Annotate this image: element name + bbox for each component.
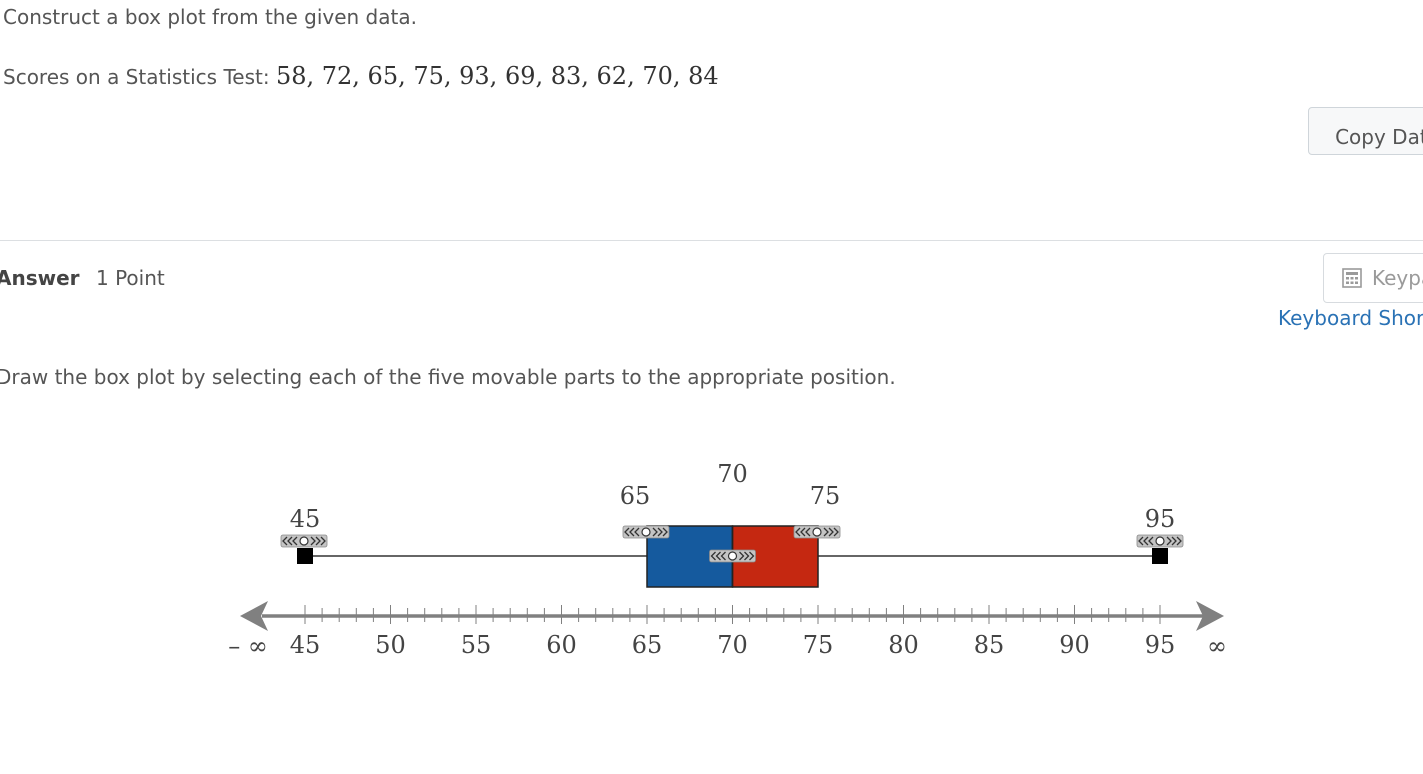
chevron-left-icon: [1138, 536, 1144, 546]
chevron-left-icon: [710, 551, 716, 561]
median-drag-handle[interactable]: [709, 549, 756, 563]
points-label: 1 Point: [96, 266, 165, 290]
chevron-right-icon: [657, 527, 663, 537]
chevron-right-icon: [662, 527, 668, 537]
copy-data-button[interactable]: Copy Data: [1308, 107, 1423, 155]
instruction-text: Draw the box plot by selecting each of t…: [0, 365, 896, 389]
data-line: Scores on a Statistics Test: 58, 72, 65,…: [3, 62, 719, 90]
axis-tick-label: 55: [461, 631, 492, 659]
axis-tick-label: 60: [546, 631, 577, 659]
drag-handle-knob: [641, 527, 651, 537]
axis-tick-label: 75: [803, 631, 834, 659]
answer-heading: Answer: [0, 266, 80, 290]
max-value-label: 95: [1145, 505, 1176, 533]
axis-tick-label: 70: [717, 631, 748, 659]
chevron-left-icon: [292, 536, 298, 546]
axis-tick-label: 45: [290, 631, 321, 659]
axis-tick-label: 85: [974, 631, 1005, 659]
chevron-left-icon: [1143, 536, 1149, 546]
pos-infinity-label: ∞: [1207, 632, 1227, 660]
drag-handle-knob: [299, 536, 309, 546]
chevron-left-icon: [720, 551, 726, 561]
box-plot-graph[interactable]: 45 50 55 60 65 70 75 80 85 90 95 – ∞ ∞ 45 65 70 75 95: [0, 440, 1423, 680]
chevron-left-icon: [282, 536, 288, 546]
keypad-button[interactable]: Keypad: [1323, 253, 1423, 303]
chevron-right-icon: [1166, 536, 1172, 546]
chevron-left-icon: [287, 536, 293, 546]
drag-handle-knob: [1155, 536, 1165, 546]
data-label: Scores on a Statistics Test:: [3, 65, 270, 89]
question-prompt: Construct a box plot from the given data…: [3, 5, 417, 29]
chevron-right-icon: [744, 551, 750, 561]
min-drag-handle[interactable]: [280, 534, 328, 548]
axis-tick-label: 95: [1145, 631, 1176, 659]
max-marker[interactable]: [1152, 548, 1168, 564]
axis-tick-label: 65: [632, 631, 663, 659]
chevron-left-icon: [624, 527, 630, 537]
keyboard-shortcuts-link[interactable]: Keyboard Shortcuts: [1278, 306, 1423, 330]
axis-tick-label: 80: [888, 631, 919, 659]
chevron-right-icon: [749, 551, 755, 561]
section-divider: [0, 240, 1423, 241]
chevron-right-icon: [320, 536, 326, 546]
axis-tick-label: 90: [1059, 631, 1090, 659]
arrow-left-icon: [240, 601, 268, 631]
q3-drag-handle[interactable]: [793, 525, 841, 539]
drag-handle-knob: [727, 551, 738, 561]
chevron-right-icon: [1171, 536, 1177, 546]
drag-handle-knob: [812, 527, 822, 537]
chevron-right-icon: [828, 527, 834, 537]
chevron-left-icon: [800, 527, 806, 537]
chevron-right-icon: [823, 527, 829, 537]
chevron-left-icon: [634, 527, 640, 537]
chevron-right-icon: [739, 551, 745, 561]
keypad-label: Keypad: [1372, 266, 1423, 290]
max-drag-handle[interactable]: [1136, 534, 1184, 548]
chevron-left-icon: [805, 527, 811, 537]
chevron-left-icon: [629, 527, 635, 537]
q1-value-label: 65: [620, 482, 651, 510]
chevron-right-icon: [652, 527, 658, 537]
chevron-left-icon: [795, 527, 801, 537]
calculator-icon: [1342, 268, 1362, 293]
chevron-right-icon: [833, 527, 839, 537]
min-value-label: 45: [290, 505, 321, 533]
chevron-right-icon: [1176, 536, 1182, 546]
chevron-left-icon: [715, 551, 721, 561]
q1-drag-handle[interactable]: [622, 525, 670, 539]
chevron-right-icon: [310, 536, 316, 546]
median-value-label: 70: [717, 460, 748, 488]
min-marker[interactable]: [297, 548, 313, 564]
chevron-right-icon: [315, 536, 321, 546]
axis-tick-label: 50: [375, 631, 406, 659]
data-values: 58, 72, 65, 75, 93, 69, 83, 62, 70, 84: [275, 62, 719, 90]
arrow-right-icon: [1196, 601, 1224, 631]
neg-infinity-label: – ∞: [228, 632, 268, 660]
q3-value-label: 75: [810, 482, 841, 510]
chevron-left-icon: [1148, 536, 1154, 546]
